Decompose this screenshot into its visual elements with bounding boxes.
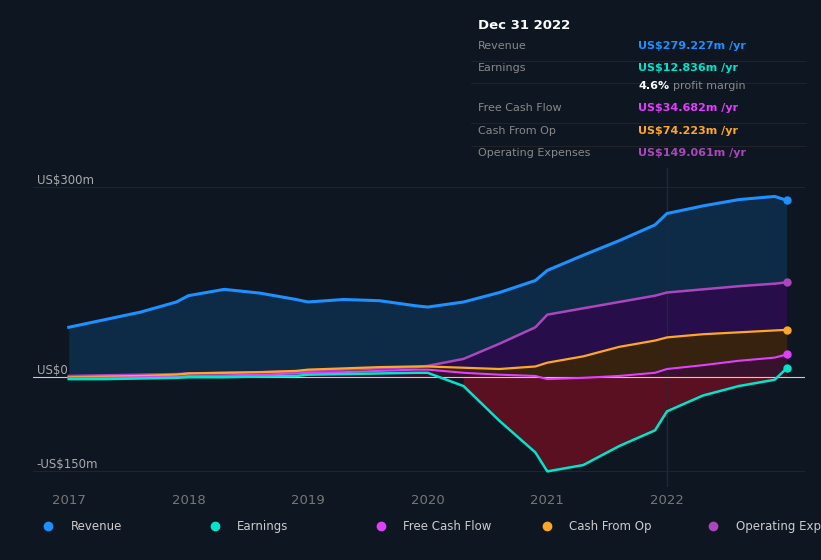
Text: Earnings: Earnings xyxy=(236,520,288,533)
Text: Revenue: Revenue xyxy=(478,41,526,51)
Text: Operating Expenses: Operating Expenses xyxy=(736,520,821,533)
Text: -US$150m: -US$150m xyxy=(37,459,99,472)
Text: Free Cash Flow: Free Cash Flow xyxy=(403,520,492,533)
Text: US$74.223m /yr: US$74.223m /yr xyxy=(639,125,738,136)
Text: Cash From Op: Cash From Op xyxy=(478,125,556,136)
Text: Cash From Op: Cash From Op xyxy=(570,520,652,533)
Text: Revenue: Revenue xyxy=(71,520,122,533)
Text: US$300m: US$300m xyxy=(37,174,94,187)
Text: US$0: US$0 xyxy=(37,363,67,376)
Text: Free Cash Flow: Free Cash Flow xyxy=(478,104,562,113)
Text: US$34.682m /yr: US$34.682m /yr xyxy=(639,104,738,113)
Text: profit margin: profit margin xyxy=(673,81,745,91)
Text: Dec 31 2022: Dec 31 2022 xyxy=(478,19,570,32)
Text: US$149.061m /yr: US$149.061m /yr xyxy=(639,148,746,158)
Text: 4.6%: 4.6% xyxy=(639,81,669,91)
Text: US$279.227m /yr: US$279.227m /yr xyxy=(639,41,746,51)
Text: US$12.836m /yr: US$12.836m /yr xyxy=(639,63,738,73)
Text: Earnings: Earnings xyxy=(478,63,526,73)
Text: Operating Expenses: Operating Expenses xyxy=(478,148,590,158)
